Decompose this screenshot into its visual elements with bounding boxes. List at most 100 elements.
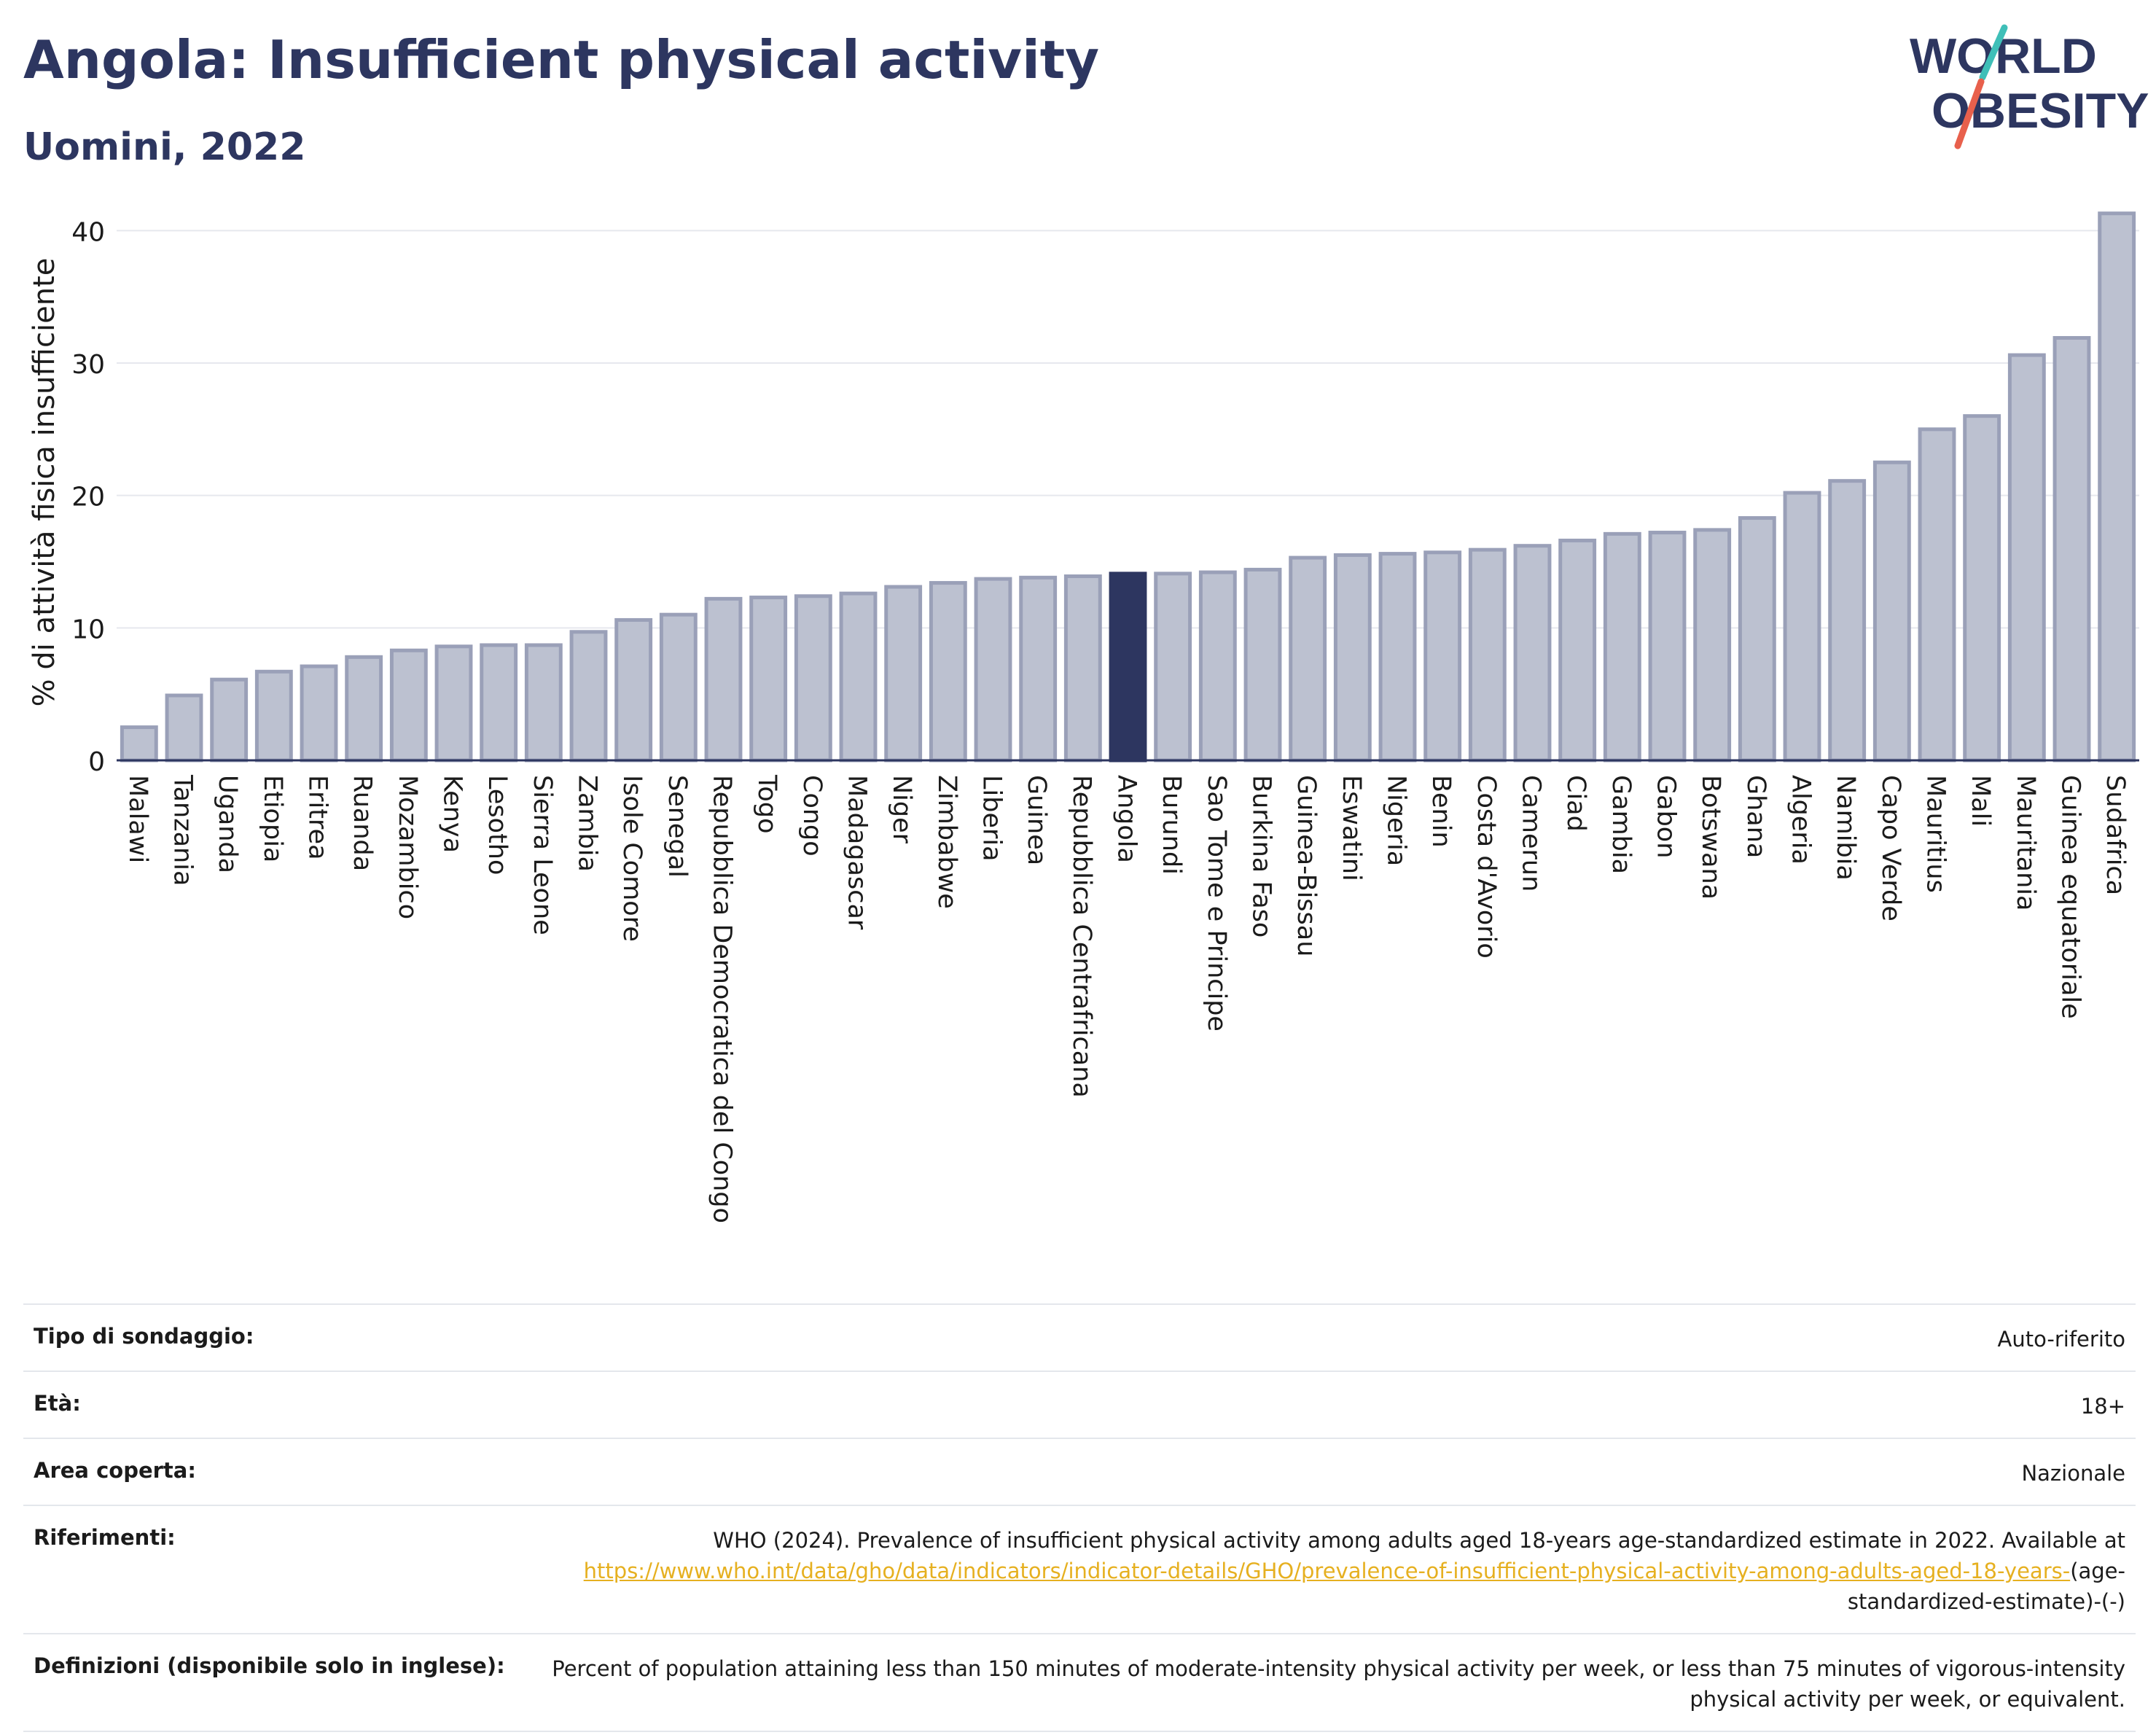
bar-etiopia [254,669,293,763]
references-text: WHO (2024). Prevalence of insufficient p… [713,1528,2125,1553]
area-row: Area coperta: Nazionale [23,1438,2136,1505]
x-tick-label: Kenya [438,775,467,853]
x-tick-label: Congo [797,775,827,857]
bar-kenya [434,644,473,763]
bar-gabon [1648,531,1687,763]
x-tick-label: Tanzania [168,774,198,886]
bar-mali [1963,414,2001,763]
x-axis-labels: Malawi Tanzania Uganda Etiopia Eritrea Ruanda… [123,774,2130,1223]
x-tick-label: Mauritania [2011,775,2040,911]
bar-chart: 0 10 20 30 40 Malawi Tanzania Uganda Etiopia Eri… [28,211,2139,1223]
references-label: Riferimenti: [23,1505,539,1634]
x-tick-label: Isole Comore [617,775,647,942]
bar-angola [1109,572,1147,763]
bar-camerun [1513,544,1552,763]
x-tick-label: Benin [1426,775,1456,848]
bar-nigeria [1378,552,1417,763]
y-axis-title: % di attività fisica insufficiente [28,258,61,707]
x-tick-label: Zambia [573,775,602,872]
references-row: Riferimenti: WHO (2024). Prevalence of i… [23,1505,2136,1634]
bar-burundi [1154,572,1192,763]
x-tick-label: Lesotho [483,775,512,875]
x-tick-label: Etiopia [258,775,287,862]
bar-namibia [1828,479,1867,763]
bar-gambia [1603,531,1641,763]
world-obesity-logo: WORLD OBESITY [1910,24,2149,149]
x-tick-label: Eritrea [303,775,332,860]
bar-ciad [1558,538,1597,763]
logo-slash-teal [1979,24,2008,81]
x-tick-label: Algeria [1786,775,1816,865]
info-table: Tipo di sondaggio: Auto-riferito Età: 18… [23,1303,2136,1732]
bar-benin [1423,550,1462,763]
y-tick-label: 20 [71,483,105,512]
area-label: Area coperta: [23,1438,539,1505]
bar-liberia [974,577,1012,763]
x-tick-label: Burkina Faso [1247,775,1276,937]
definitions-row: Definizioni (disponibile solo in inglese… [23,1633,2136,1732]
bar-zambia [569,630,608,763]
survey-type-value: Auto-riferito [539,1303,2136,1371]
x-tick-label: Namibia [1831,775,1860,881]
survey-row: Tipo di sondaggio: Auto-riferito [23,1303,2136,1371]
bar-uganda [210,677,249,763]
age-label: Età: [23,1371,539,1438]
bar-eswatini [1333,553,1372,763]
x-tick-label: Zimbabwe [932,775,961,909]
bar-sao-tome-e-principe [1198,570,1237,763]
x-tick-label: Nigeria [1382,775,1411,866]
bar-mauritania [2007,353,2046,763]
x-tick-label: Camerun [1517,775,1546,892]
bar-repubblica-democratica-del-congo [704,596,743,763]
bar-capo-verde [1872,460,1911,763]
x-tick-label: Madagascar [843,775,872,930]
survey-type-label: Tipo di sondaggio: [23,1303,539,1371]
bar-senegal [659,612,698,763]
references-value: WHO (2024). Prevalence of insufficient p… [539,1505,2136,1634]
area-value: Nazionale [539,1438,2136,1505]
bar-ruanda [345,655,383,763]
x-tick-label: Malawi [123,775,152,863]
bar-guinea-equatoriale [2053,335,2091,763]
x-tick-label: Ghana [1741,775,1770,858]
x-tick-label: Eswatini [1337,775,1366,881]
x-tick-label: Ruanda [348,775,377,871]
x-tick-label: Angola [1112,775,1141,863]
x-tick-label: Liberia [977,775,1007,862]
x-tick-label: Guinea equatoriale [2056,775,2085,1019]
bar-mozambico [389,648,428,763]
x-tick-label: Repubblica Centrafricana [1067,775,1096,1098]
x-tick-label: Burundi [1157,775,1186,875]
references-suffix: (age-standardized-estimate)-(-) [1847,1559,2125,1614]
bar-repubblica-centrafricana [1063,574,1102,763]
x-tick-label: Togo [752,774,781,833]
x-tick-label: Senegal [663,775,692,878]
x-tick-label: Mauritius [1921,775,1950,893]
x-tick-label: Guinea-Bissau [1292,775,1321,956]
x-tick-label: Mali [1966,775,1995,827]
bar-isole-comore [614,617,653,763]
bar-mauritius [1918,427,1956,763]
x-tick-label: Sao Tome e Principe [1202,775,1231,1032]
bar-costa-d-avorio [1468,547,1507,763]
definitions-value: Percent of population attaining less tha… [539,1633,2136,1732]
x-tick-label: Sierra Leone [528,775,557,935]
bar-niger [884,585,923,763]
x-tick-label: Botswana [1696,775,1725,900]
bar-burkina-faso [1243,567,1282,763]
bar-guinea [1019,575,1058,763]
age-value: 18+ [539,1371,2136,1438]
bar-madagascar [839,591,878,763]
x-tick-label: Niger [887,775,916,844]
y-tick-label: 30 [71,350,105,380]
y-axis-ticks: 0 10 20 30 40 [71,217,105,777]
x-tick-label: Repubblica Democratica del Congo [708,775,737,1223]
bar-zimbabwe [929,581,967,763]
bar-eritrea [300,664,338,763]
x-tick-label: Gambia [1606,775,1636,874]
page-subtitle: Uomini, 2022 [23,125,306,169]
age-row: Età: 18+ [23,1371,2136,1438]
bar-tanzania [165,693,203,763]
bar-malawi [120,725,158,763]
references-link[interactable]: https://www.who.int/data/gho/data/indica… [583,1559,2071,1583]
